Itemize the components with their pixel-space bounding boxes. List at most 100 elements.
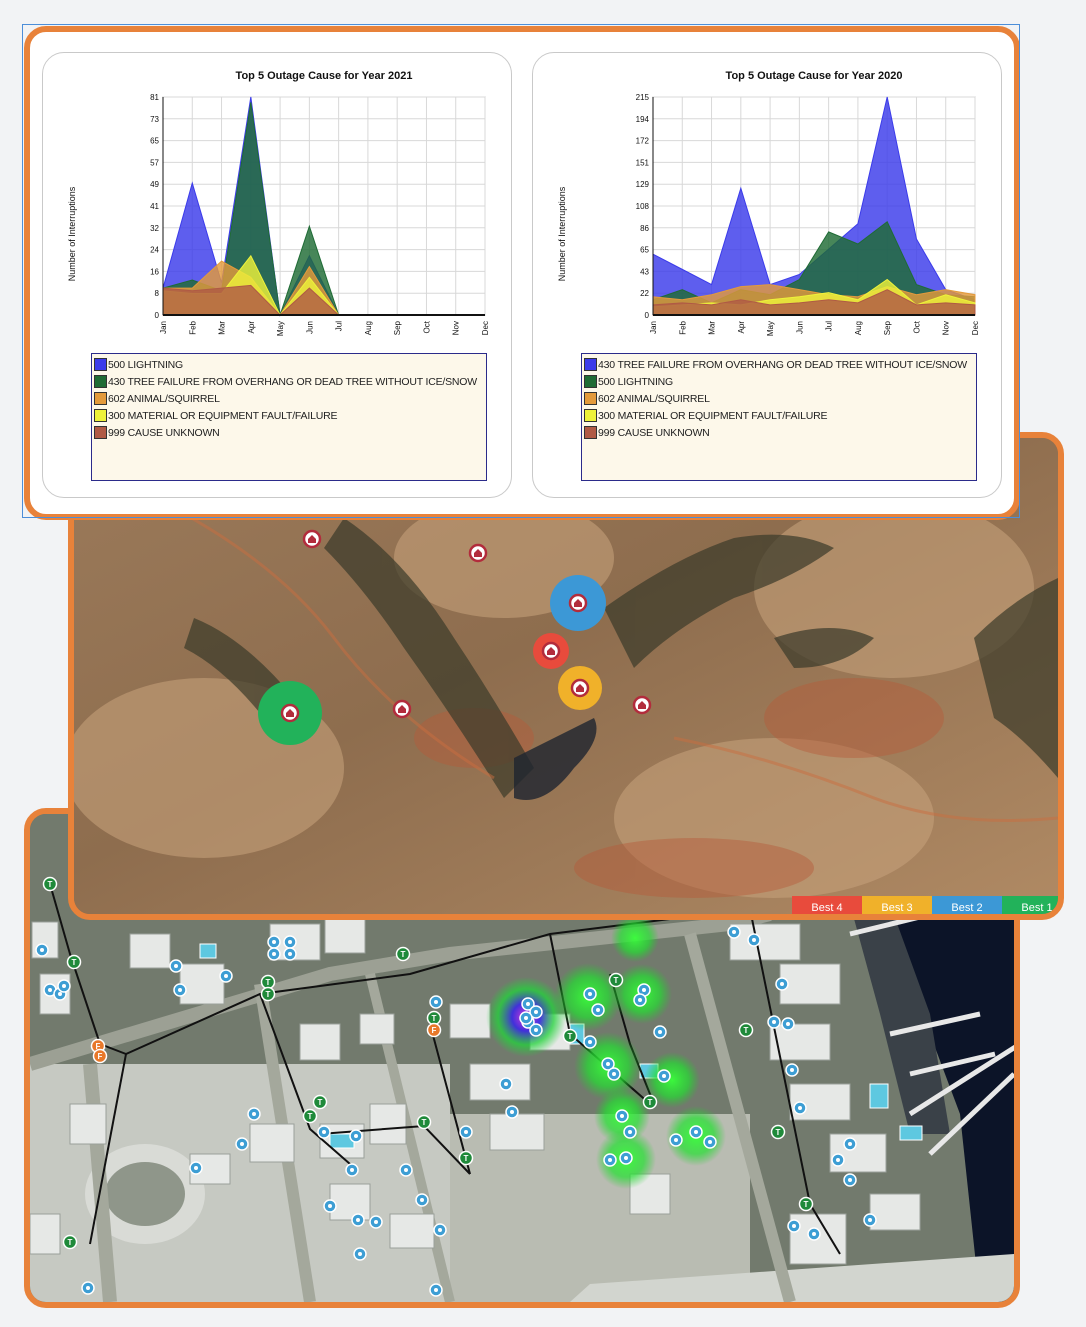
meter-icon[interactable] — [653, 1025, 667, 1039]
meter-icon[interactable] — [529, 1023, 543, 1037]
meter-icon[interactable] — [323, 1199, 337, 1213]
fuse-icon[interactable]: F — [426, 1022, 442, 1038]
meter-icon[interactable] — [283, 935, 297, 949]
meter-icon[interactable] — [267, 947, 281, 961]
transformer-icon[interactable]: T — [66, 954, 82, 970]
meter-icon[interactable] — [505, 1105, 519, 1119]
meter-icon[interactable] — [863, 1213, 877, 1227]
outage-chart-2020[interactable]: Top 5 Outage Cause for Year 2020 0 22 43 65 8… — [533, 53, 1003, 353]
legend-item[interactable]: 602 ANIMAL/SQUIRREL — [584, 390, 976, 407]
meter-icon[interactable] — [247, 1107, 261, 1121]
meter-icon[interactable] — [459, 1125, 473, 1139]
meter-icon[interactable] — [351, 1213, 365, 1227]
legend-item[interactable]: 500 LIGHTNING — [94, 356, 486, 373]
meter-icon[interactable] — [433, 1223, 447, 1237]
outage-marker[interactable] — [632, 695, 652, 715]
meter-icon[interactable] — [429, 1283, 443, 1297]
outage-marker[interactable] — [468, 543, 488, 563]
fuse-icon[interactable]: F — [92, 1048, 108, 1064]
meter-icon[interactable] — [189, 1161, 203, 1175]
outage-marker[interactable] — [570, 678, 590, 698]
legend-best-1[interactable]: Best 1 — [1002, 896, 1058, 914]
meter-icon[interactable] — [345, 1163, 359, 1177]
transformer-icon[interactable]: T — [302, 1108, 318, 1124]
transformer-icon[interactable]: T — [642, 1094, 658, 1110]
legend-item[interactable]: 999 CAUSE UNKNOWN — [94, 424, 486, 441]
meter-icon[interactable] — [727, 925, 741, 939]
transformer-icon[interactable]: T — [395, 946, 411, 962]
series-area-4[interactable] — [652, 289, 976, 316]
meter-icon[interactable] — [353, 1247, 367, 1261]
outage-marker[interactable] — [541, 641, 561, 661]
meter-icon[interactable] — [369, 1215, 383, 1229]
meter-icon[interactable] — [57, 979, 71, 993]
meter-icon[interactable] — [843, 1137, 857, 1151]
legend-item[interactable]: 300 MATERIAL OR EQUIPMENT FAULT/FAILURE — [94, 407, 486, 424]
meter-icon[interactable] — [633, 993, 647, 1007]
transformer-icon[interactable]: T — [608, 972, 624, 988]
meter-icon[interactable] — [583, 987, 597, 1001]
meter-icon[interactable] — [657, 1069, 671, 1083]
meter-icon[interactable] — [767, 1015, 781, 1029]
transformer-icon[interactable]: T — [738, 1022, 754, 1038]
meter-icon[interactable] — [399, 1163, 413, 1177]
transformer-icon[interactable]: T — [62, 1234, 78, 1250]
meter-icon[interactable] — [349, 1129, 363, 1143]
legend-item[interactable]: 430 TREE FAILURE FROM OVERHANG OR DEAD T… — [584, 356, 976, 373]
meter-icon[interactable] — [623, 1125, 637, 1139]
legend-best-2[interactable]: Best 2 — [932, 896, 1002, 914]
meter-icon[interactable] — [519, 1011, 533, 1025]
meter-icon[interactable] — [703, 1135, 717, 1149]
meter-icon[interactable] — [689, 1125, 703, 1139]
meter-icon[interactable] — [603, 1153, 617, 1167]
meter-icon[interactable] — [521, 997, 535, 1011]
meter-icon[interactable] — [787, 1219, 801, 1233]
transformer-icon[interactable]: T — [770, 1124, 786, 1140]
meter-icon[interactable] — [317, 1125, 331, 1139]
meter-icon[interactable] — [781, 1017, 795, 1031]
meter-icon[interactable] — [583, 1035, 597, 1049]
transformer-icon[interactable]: T — [416, 1114, 432, 1130]
meter-icon[interactable] — [429, 995, 443, 1009]
transformer-icon[interactable]: T — [260, 974, 276, 990]
meter-icon[interactable] — [669, 1133, 683, 1147]
meter-icon[interactable] — [807, 1227, 821, 1241]
outage-chart-2021[interactable]: Top 5 Outage Cause for Year 2021 0 8 16 24 32… — [43, 53, 513, 353]
meter-icon[interactable] — [747, 933, 761, 947]
legend-item[interactable]: 300 MATERIAL OR EQUIPMENT FAULT/FAILURE — [584, 407, 976, 424]
legend-best-4[interactable]: Best 4 — [792, 896, 862, 914]
meter-icon[interactable] — [499, 1077, 513, 1091]
meter-icon[interactable] — [529, 1005, 543, 1019]
outage-marker[interactable] — [568, 593, 588, 613]
meter-icon[interactable] — [601, 1057, 615, 1071]
meter-icon[interactable] — [607, 1067, 621, 1081]
legend-best-3[interactable]: Best 3 — [862, 896, 932, 914]
meter-icon[interactable] — [793, 1101, 807, 1115]
outage-marker[interactable] — [280, 703, 300, 723]
meter-icon[interactable] — [843, 1173, 857, 1187]
transformer-icon[interactable]: T — [42, 876, 58, 892]
meter-icon[interactable] — [219, 969, 233, 983]
transformer-icon[interactable]: T — [426, 1010, 442, 1026]
outage-marker[interactable] — [302, 529, 322, 549]
meter-icon[interactable] — [615, 1109, 629, 1123]
meter-icon[interactable] — [235, 1137, 249, 1151]
legend-item[interactable]: 602 ANIMAL/SQUIRREL — [94, 390, 486, 407]
meter-icon[interactable] — [35, 943, 49, 957]
series-area-1[interactable] — [162, 102, 340, 316]
transformer-icon[interactable]: T — [312, 1094, 328, 1110]
meter-icon[interactable] — [283, 947, 297, 961]
transformer-icon[interactable]: T — [562, 1028, 578, 1044]
meter-icon[interactable] — [591, 1003, 605, 1017]
meter-icon[interactable] — [169, 959, 183, 973]
meter-icon[interactable] — [775, 977, 789, 991]
transformer-icon[interactable]: T — [798, 1196, 814, 1212]
outage-marker[interactable] — [392, 699, 412, 719]
legend-item[interactable]: 500 LIGHTNING — [584, 373, 976, 390]
transformer-icon[interactable]: T — [458, 1150, 474, 1166]
meter-icon[interactable] — [785, 1063, 799, 1077]
series-area-4[interactable] — [162, 284, 340, 316]
legend-item[interactable]: 999 CAUSE UNKNOWN — [584, 424, 976, 441]
meter-icon[interactable] — [831, 1153, 845, 1167]
meter-icon[interactable] — [267, 935, 281, 949]
